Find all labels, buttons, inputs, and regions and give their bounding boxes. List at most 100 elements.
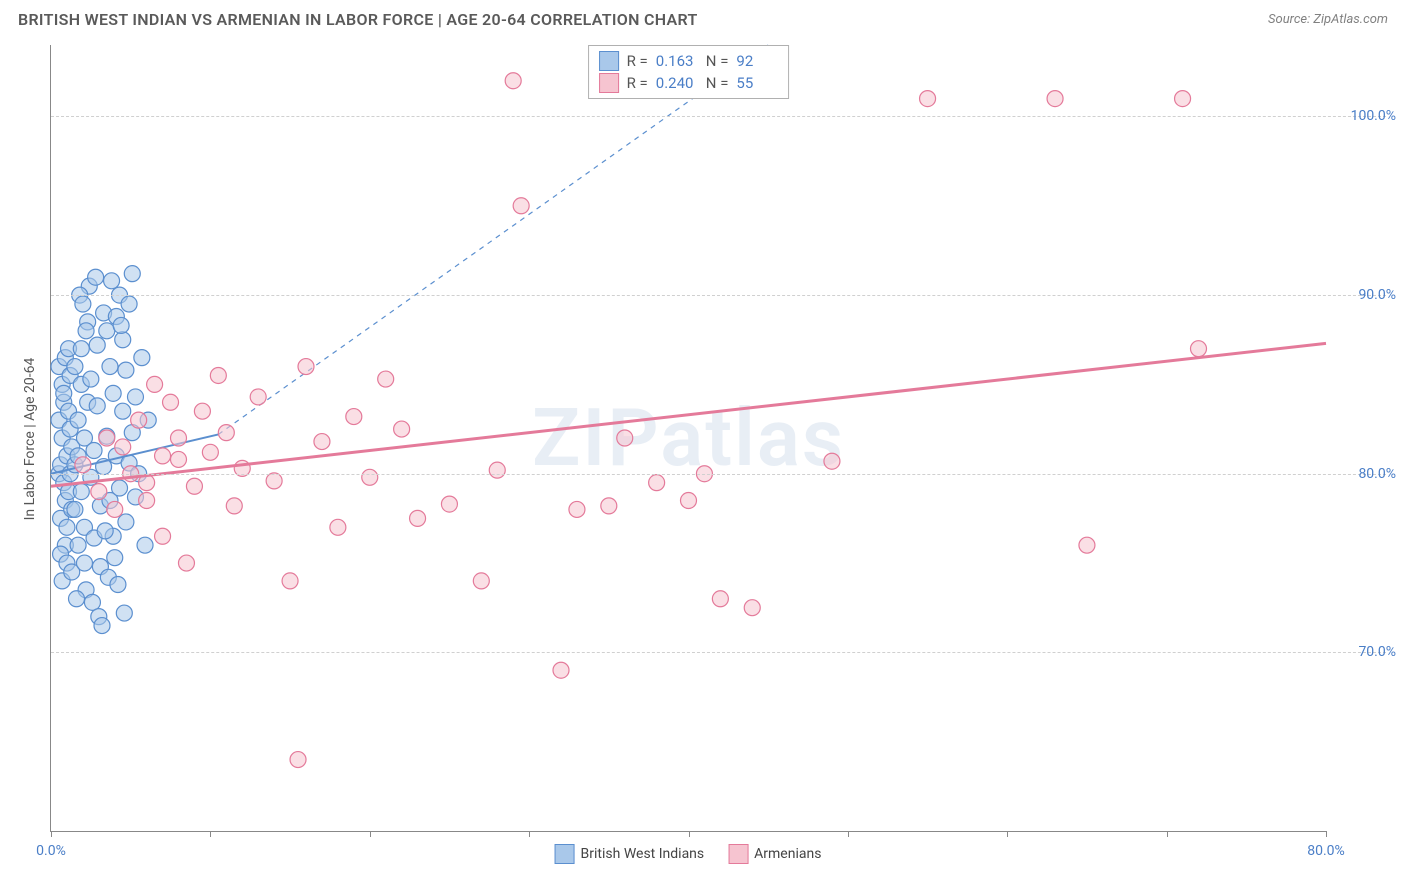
scatter-point: [178, 555, 194, 571]
y-tick-label: 90.0%: [1336, 287, 1396, 303]
scatter-point: [1191, 341, 1207, 357]
stats-row: R = 0.163 N = 92: [599, 50, 779, 72]
scatter-point: [314, 434, 330, 450]
scatter-point: [218, 425, 234, 441]
x-tick: [848, 831, 849, 837]
legend-swatch: [555, 844, 575, 864]
x-tick-label: 0.0%: [36, 843, 66, 859]
scatter-point: [137, 537, 153, 553]
scatter-point: [91, 484, 107, 500]
grid-line-h: [51, 652, 1386, 653]
scatter-point: [171, 430, 187, 446]
scatter-point: [744, 600, 760, 616]
scatter-point: [681, 493, 697, 509]
grid-line-h: [51, 116, 1386, 117]
scatter-point: [118, 514, 134, 530]
scatter-point: [155, 448, 171, 464]
scatter-point: [194, 403, 210, 419]
x-tick: [1007, 831, 1008, 837]
scatter-point: [569, 501, 585, 517]
scatter-point: [113, 317, 129, 333]
scatter-point: [121, 296, 137, 312]
scatter-point: [67, 359, 83, 375]
scatter-point: [282, 573, 298, 589]
scatter-point: [298, 359, 314, 375]
scatter-point: [250, 389, 266, 405]
x-tick-label: 80.0%: [1307, 843, 1345, 859]
scatter-point: [1175, 91, 1191, 107]
scatter-point: [186, 478, 202, 494]
scatter-point: [110, 576, 126, 592]
scatter-point: [378, 371, 394, 387]
scatter-point: [76, 555, 92, 571]
scatter-point: [104, 273, 120, 289]
scatter-point: [226, 498, 242, 514]
scatter-point: [70, 537, 86, 553]
scatter-point: [112, 480, 128, 496]
chart-container: In Labor Force | Age 20-64 ZIPatlas R = …: [50, 45, 1326, 832]
stat-n-label: N =: [706, 74, 729, 92]
x-tick: [689, 831, 690, 837]
scatter-point: [115, 332, 131, 348]
scatter-point: [116, 605, 132, 621]
scatter-point: [920, 91, 936, 107]
scatter-point: [330, 519, 346, 535]
scatter-point: [394, 421, 410, 437]
scatter-point: [513, 198, 529, 214]
scatter-point: [115, 439, 131, 455]
scatter-point: [69, 591, 85, 607]
stat-n-value: 55: [736, 74, 778, 92]
stat-n-label: N =: [706, 52, 729, 70]
y-tick-label: 100.0%: [1336, 108, 1396, 124]
scatter-point: [202, 444, 218, 460]
x-tick: [529, 831, 530, 837]
scatter-point: [97, 523, 113, 539]
chart-title: BRITISH WEST INDIAN VS ARMENIAN IN LABOR…: [18, 10, 698, 29]
scatter-point: [131, 412, 147, 428]
scatter-point: [601, 498, 617, 514]
scatter-point: [1047, 91, 1063, 107]
scatter-point: [127, 389, 143, 405]
scatter-point: [75, 296, 91, 312]
scatter-point: [441, 496, 457, 512]
scatter-point: [86, 443, 102, 459]
scatter-point: [105, 385, 121, 401]
scatter-point: [134, 350, 150, 366]
scatter-point: [1079, 537, 1095, 553]
legend-item: British West Indians: [555, 844, 705, 864]
scatter-point: [99, 323, 115, 339]
chart-header: BRITISH WEST INDIAN VS ARMENIAN IN LABOR…: [0, 0, 1406, 37]
scatter-point: [73, 341, 89, 357]
scatter-point: [94, 618, 110, 634]
plot-area: ZIPatlas R = 0.163 N = 92 R = 0.240 N = …: [50, 45, 1326, 832]
stat-swatch: [599, 51, 619, 71]
scatter-point: [266, 473, 282, 489]
scatter-point: [56, 385, 72, 401]
scatter-point: [99, 430, 115, 446]
scatter-point: [617, 430, 633, 446]
x-tick: [210, 831, 211, 837]
legend-label: British West Indians: [581, 846, 705, 862]
chart-source: Source: ZipAtlas.com: [1268, 12, 1388, 27]
scatter-point: [346, 409, 362, 425]
scatter-point: [83, 371, 99, 387]
scatter-point: [649, 475, 665, 491]
y-tick-label: 80.0%: [1336, 466, 1396, 482]
plot-svg: [51, 45, 1326, 831]
trend-line: [51, 343, 1326, 486]
stat-n-value: 92: [736, 52, 778, 70]
scatter-point: [107, 501, 123, 517]
scatter-point: [210, 367, 226, 383]
scatter-point: [75, 457, 91, 473]
x-tick: [51, 831, 52, 837]
scatter-point: [89, 398, 105, 414]
trend-line-extrapolated: [218, 45, 768, 434]
scatter-point: [362, 469, 378, 485]
scatter-point: [78, 323, 94, 339]
scatter-point: [89, 337, 105, 353]
scatter-point: [505, 73, 521, 89]
scatter-point: [107, 550, 123, 566]
scatter-point: [553, 662, 569, 678]
scatter-point: [84, 594, 100, 610]
stat-r-label: R =: [627, 74, 648, 92]
